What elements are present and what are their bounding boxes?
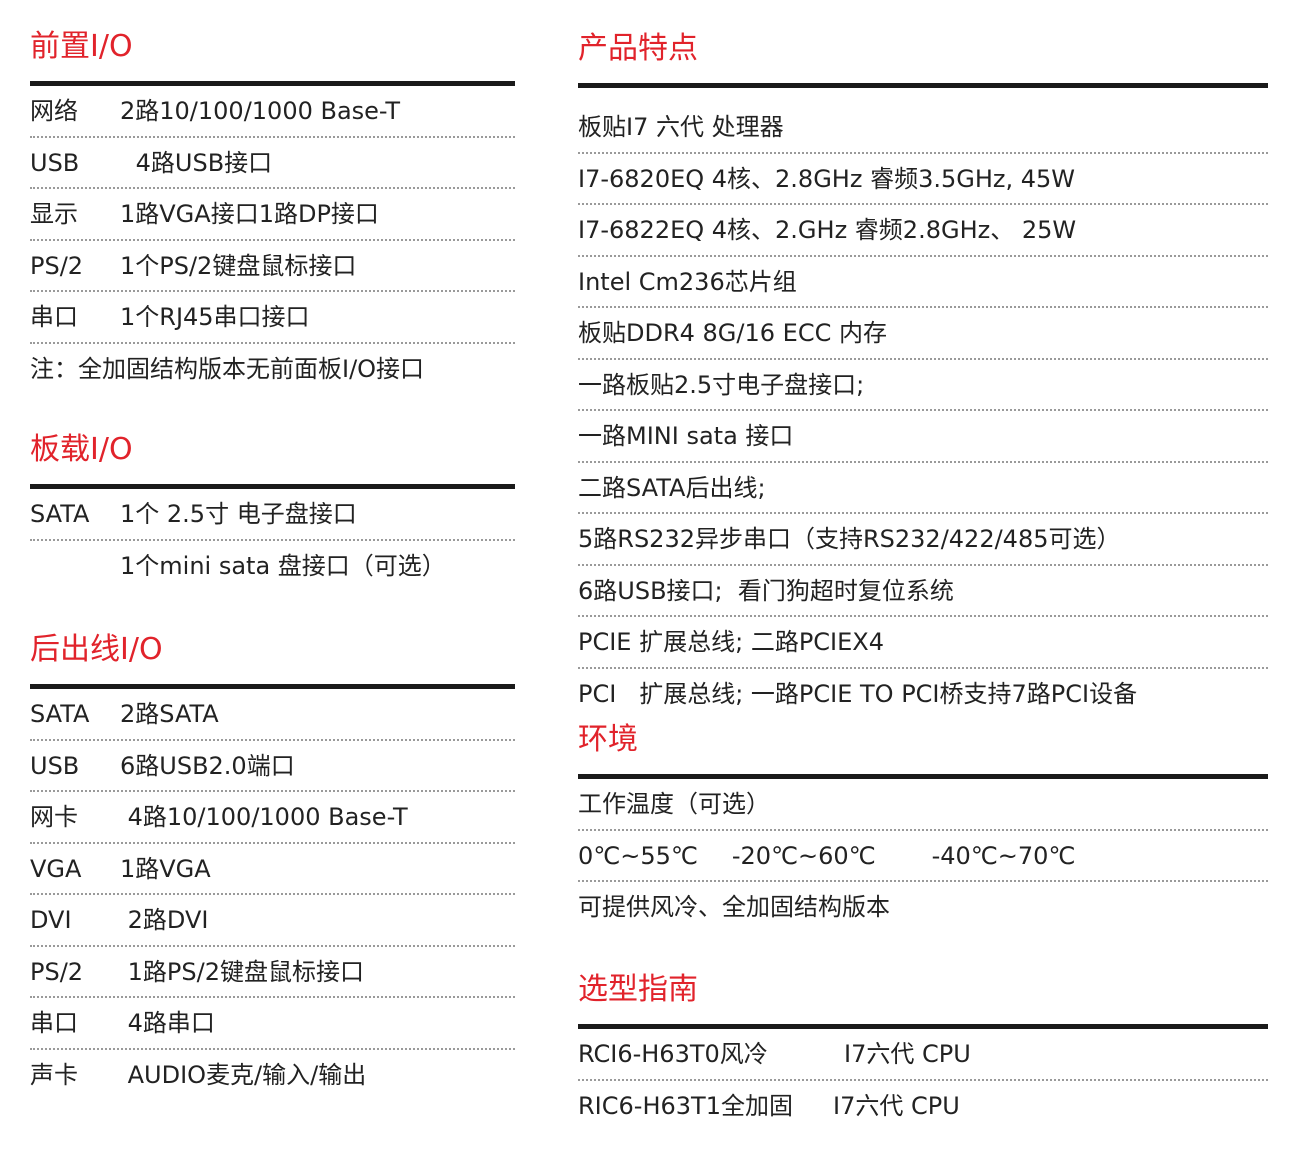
section-title: 前置I/O (30, 29, 133, 64)
spec-row: USB 6路USB2.0端口 (30, 741, 515, 792)
feature-item: 板贴I7 六代 处理器 (578, 102, 1268, 154)
section-title: 后出线I/O (30, 632, 163, 667)
section-rule (30, 484, 515, 489)
feature-item: 6路USB接口; 看门狗超时复位系统 (578, 566, 1268, 617)
section-rule (578, 83, 1268, 88)
section-title: 产品特点 (578, 31, 698, 66)
spec-row: 1个mini sata 盘接口（可选） (120, 551, 446, 580)
note: 注：全加固结构版本无前面板I/O接口 (30, 354, 425, 383)
model-row: RIC6-H63T1全加固 I7六代 CPU (578, 1091, 960, 1120)
feature-item: PCI 扩展总线; 一路PCIE TO PCI桥支持7路PCI设备 (578, 679, 1138, 708)
spec-row: 串口 4路串口 (30, 998, 515, 1050)
temp-ranges: 0℃~55℃ -20℃~60℃ -40℃~70℃ (578, 831, 1268, 882)
features-section: 产品特点 板贴I7 六代 处理器 I7-6820EQ 4核、2.8GHz 睿频3… (578, 27, 1268, 720)
feature-item: 5路RS232异步串口（支持RS232/422/485可选） (578, 514, 1268, 566)
rear-io-section: 后出线I/O SATA 2路SATA USB 6路USB2.0端口 网卡 4路10/… (30, 628, 515, 1101)
spec-row: USB 4路USB接口 (30, 138, 515, 189)
section-title: 板载I/O (30, 432, 133, 467)
section-rule (578, 774, 1268, 779)
spec-row: PS/2 1个PS/2键盘鼠标接口 (30, 241, 515, 292)
spec-row: SATA 1个 2.5寸 电子盘接口 (30, 489, 515, 541)
spec-row: 网卡 4路10/100/1000 Base-T (30, 792, 515, 844)
model-row: RCI6-H63T0风冷 I7六代 CPU (578, 1029, 1268, 1081)
spec-row: 声卡 AUDIO麦克/输入/输出 (30, 1060, 367, 1089)
feature-item: Intel Cm236芯片组 (578, 257, 1268, 308)
feature-item: 板贴DDR4 8G/16 ECC 内存 (578, 308, 1268, 360)
section-rule (578, 1024, 1268, 1029)
onboard-io-section: 板载I/O SATA 1个 2.5寸 电子盘接口 1个mini sata 盘接口（… (30, 428, 515, 592)
feature-item: PCIE 扩展总线; 二路PCIEX4 (578, 617, 1268, 669)
feature-item: 一路MINI sata 接口 (578, 411, 1268, 463)
section-rule (30, 81, 515, 86)
section-title: 环境 (578, 722, 638, 757)
front-io-section: 前置I/O 网络 2路10/100/1000 Base-T USB 4路USB接口… (30, 25, 515, 395)
cooling-options: 可提供风冷、全加固结构版本 (578, 893, 890, 921)
feature-item: 一路板贴2.5寸电子盘接口; (578, 360, 1268, 411)
feature-item: I7-6822EQ 4核、2.GHz 睿频2.8GHz、 25W (578, 205, 1268, 257)
spec-row: VGA 1路VGA (30, 844, 515, 895)
spec-row: 串口 1个RJ45串口接口 (30, 292, 515, 344)
environment-section: 环境 工作温度（可选） 0℃~55℃ -20℃~60℃ -40℃~70℃ 可提供… (578, 718, 1268, 934)
selection-section: 选型指南 RCI6-H63T0风冷 I7六代 CPU RIC6-H63T1全加固 I… (578, 968, 1268, 1132)
spec-row: 显示 1路VGA接口1路DP接口 (30, 189, 515, 241)
spec-row: 网络 2路10/100/1000 Base-T (30, 86, 515, 138)
feature-item: 二路SATA后出线; (578, 463, 1268, 514)
section-rule (30, 684, 515, 689)
spec-row: DVI 2路DVI (30, 895, 515, 947)
feature-item: I7-6820EQ 4核、2.8GHz 睿频3.5GHz, 45W (578, 154, 1268, 205)
spec-row: SATA 2路SATA (30, 689, 515, 741)
temp-label: 工作温度（可选） (578, 779, 1268, 831)
spec-row: PS/2 1路PS/2键盘鼠标接口 (30, 947, 515, 998)
section-title: 选型指南 (578, 972, 698, 1007)
